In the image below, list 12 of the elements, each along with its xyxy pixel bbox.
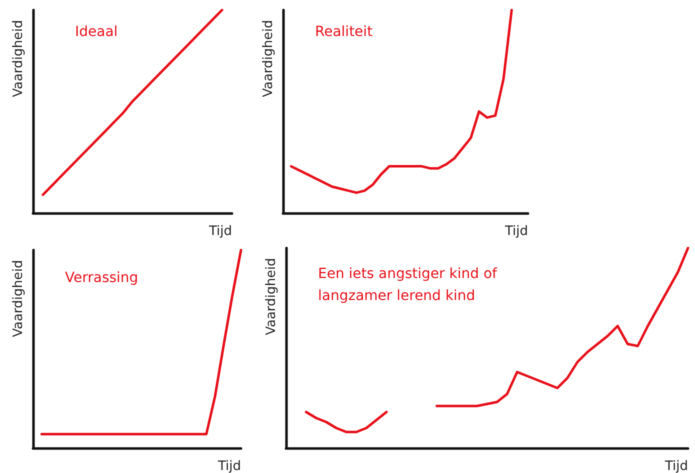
x-axis-title: Tijd — [208, 224, 232, 239]
y-axis-title: Vaardigheid — [11, 20, 26, 98]
text: Realiteit — [315, 24, 374, 40]
text: Verrassing — [65, 270, 138, 286]
text: Een iets angstiger kind of langzamer lerend kind — [318, 266, 502, 304]
x-axis-title: Tijd — [216, 459, 241, 473]
y-axis-title: Vaardigheid — [261, 20, 276, 98]
y-axis-title: Vaardigheid — [264, 258, 279, 336]
x-axis-title: Tijd — [504, 224, 528, 239]
text: Ideaal — [75, 24, 118, 40]
x-axis-title: Tijd — [664, 459, 688, 473]
y-axis-title: Vaardigheid — [11, 260, 26, 338]
